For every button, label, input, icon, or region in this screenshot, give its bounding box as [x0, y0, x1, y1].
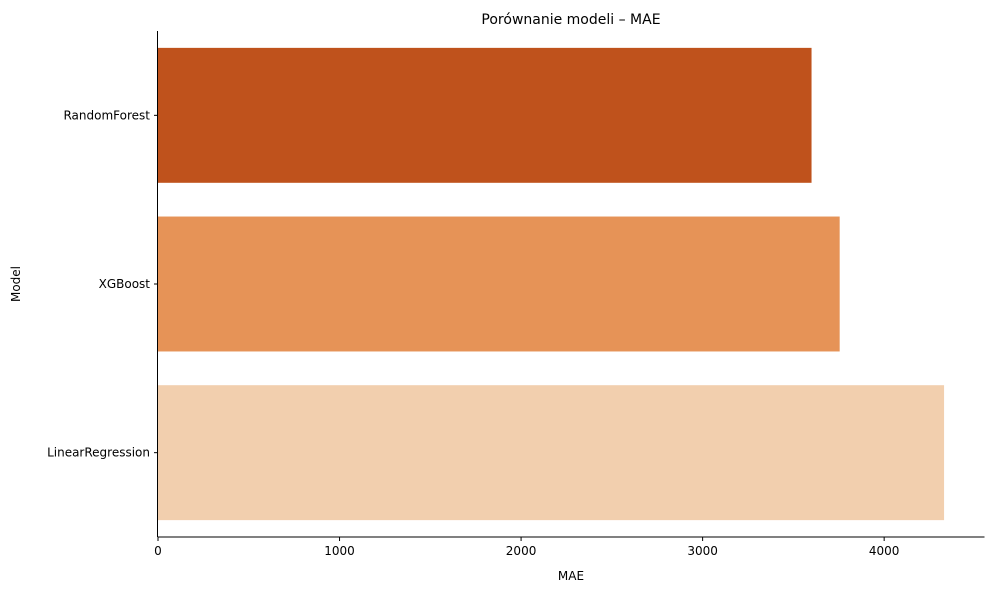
chart-title: Porównanie modeli – MAE: [481, 12, 660, 28]
x-tick-label: 0: [154, 544, 162, 558]
x-tick-label: 3000: [687, 544, 718, 558]
y-tick-label: RandomForest: [63, 108, 150, 122]
x-axis-title: MAE: [558, 569, 584, 583]
x-tick-label: 2000: [506, 544, 537, 558]
x-axis-ticks: 0 1000 2000 3000 4000: [154, 537, 899, 558]
y-tick-label: XGBoost: [99, 277, 151, 291]
bar-randomforest: [158, 47, 812, 183]
bar-xgboost: [158, 216, 840, 352]
y-axis-ticks: RandomForest XGBoost LinearRegression: [47, 108, 158, 460]
y-axis-title: Model: [9, 266, 23, 302]
x-tick-label: 1000: [324, 544, 355, 558]
y-tick-label: LinearRegression: [47, 446, 150, 460]
x-tick-label: 4000: [869, 544, 900, 558]
bar-linearregression: [158, 385, 945, 521]
bars-group: [158, 47, 945, 521]
